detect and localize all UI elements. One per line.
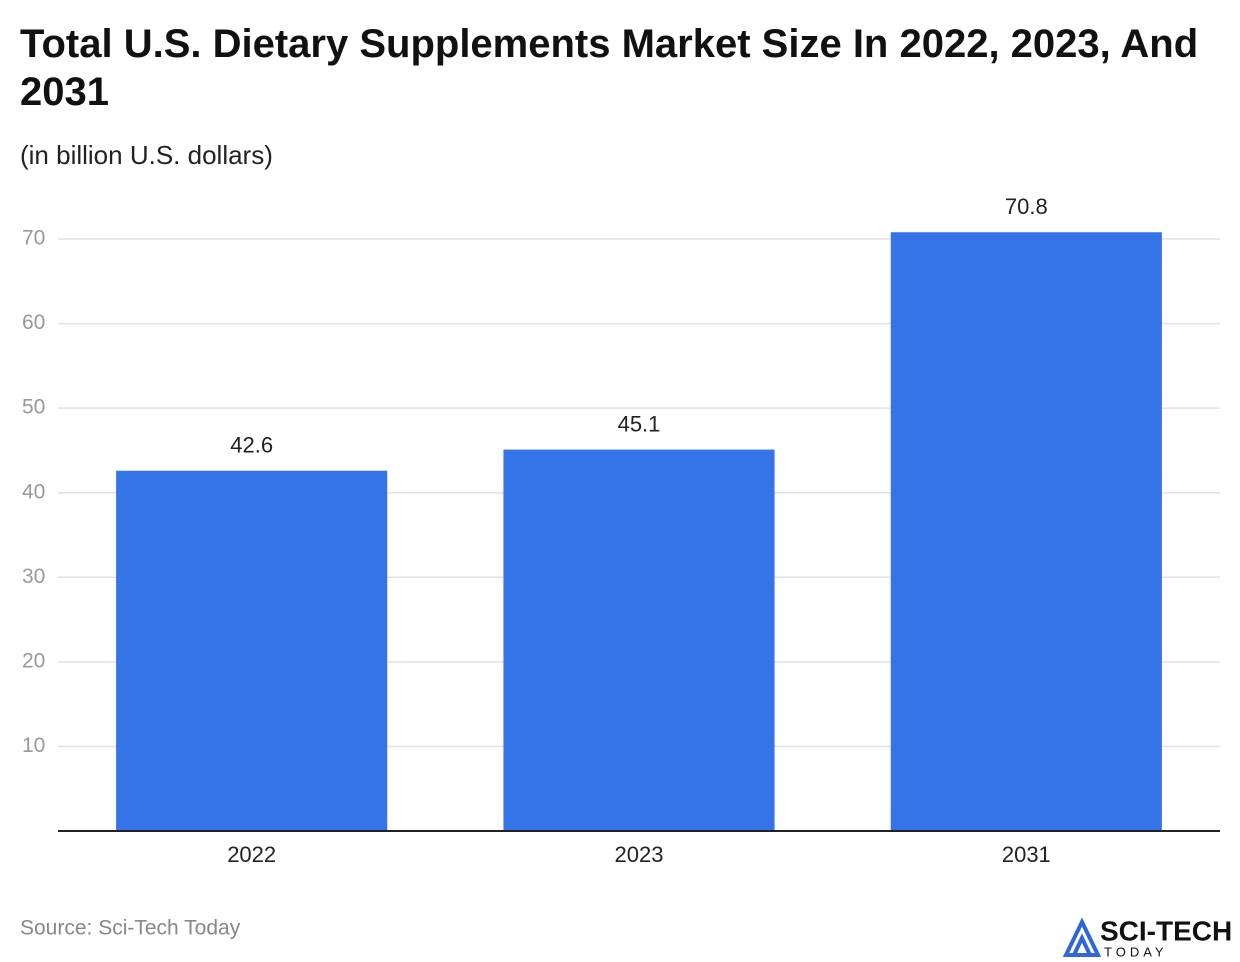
x-tick-label: 2031	[1002, 842, 1051, 867]
chart-title: Total U.S. Dietary Supplements Market Si…	[20, 22, 1199, 114]
y-tick-label: 60	[22, 311, 45, 334]
y-tick-label: 10	[22, 734, 45, 757]
logo: SCI-TECH TODAY	[1062, 915, 1232, 959]
x-tick-label: 2022	[227, 842, 276, 867]
value-label: 70.8	[1005, 194, 1048, 219]
y-tick-label: 50	[22, 396, 45, 419]
logo-name: SCI-TECH	[1100, 915, 1232, 946]
source: Source: Sci-Tech Today	[20, 917, 241, 940]
y-tick-label: 40	[22, 480, 45, 503]
bar	[890, 232, 1162, 832]
bar	[503, 449, 775, 831]
x-tick-label: 2023	[615, 842, 664, 867]
chart-subtitle: (in billion U.S. dollars)	[20, 140, 273, 170]
y-tick-label: 30	[22, 565, 45, 588]
value-label: 45.1	[618, 411, 661, 436]
logo-tagline: TODAY	[1104, 944, 1168, 959]
value-label: 42.6	[230, 433, 273, 458]
logo-icon	[1062, 917, 1102, 957]
y-tick-label: 70	[22, 227, 45, 250]
y-tick-label: 20	[22, 649, 45, 672]
bar	[116, 470, 388, 831]
